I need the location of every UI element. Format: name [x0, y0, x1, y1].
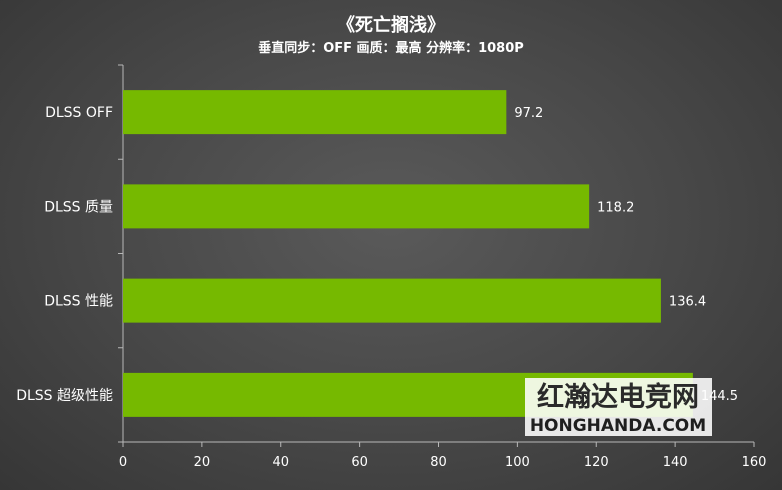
bar: [123, 184, 590, 229]
chart-title: 《死亡搁浅》: [337, 14, 445, 36]
watermark-backdrop: [525, 378, 712, 436]
x-tick-label: 60: [351, 455, 368, 470]
x-tick-label: 40: [272, 455, 289, 470]
watermark-en: HONGHANDA.COM: [530, 416, 706, 436]
x-tick-label: 160: [742, 455, 767, 470]
value-label: 97.2: [514, 106, 543, 121]
x-tick-label: 140: [663, 455, 688, 470]
plot-area: 0 20 40 60 80 100 120 140 160 DLSS OFF 97.2 DLSS 质量…: [16, 64, 767, 470]
watermark: 红瀚达电竞网 HONGHANDA.COM: [525, 378, 712, 436]
category-label: DLSS 质量: [44, 199, 113, 215]
value-label: 136.4: [669, 295, 706, 310]
category-label: DLSS 超级性能: [16, 388, 113, 404]
bar: [123, 278, 661, 323]
x-tick-label: 20: [194, 455, 211, 470]
category-label: DLSS OFF: [45, 105, 113, 121]
x-tick-label: 80: [430, 455, 447, 470]
x-tick-label: 120: [584, 455, 609, 470]
bar: [123, 90, 507, 135]
value-label: 118.2: [597, 200, 634, 215]
x-tick-label: 0: [119, 455, 127, 470]
chart-subtitle: 垂直同步：OFF 画质：最高 分辨率：1080P: [258, 40, 524, 56]
x-tick-label: 100: [505, 455, 530, 470]
watermark-cn: 红瀚达电竞网: [537, 381, 699, 413]
category-label: DLSS 性能: [44, 294, 113, 310]
